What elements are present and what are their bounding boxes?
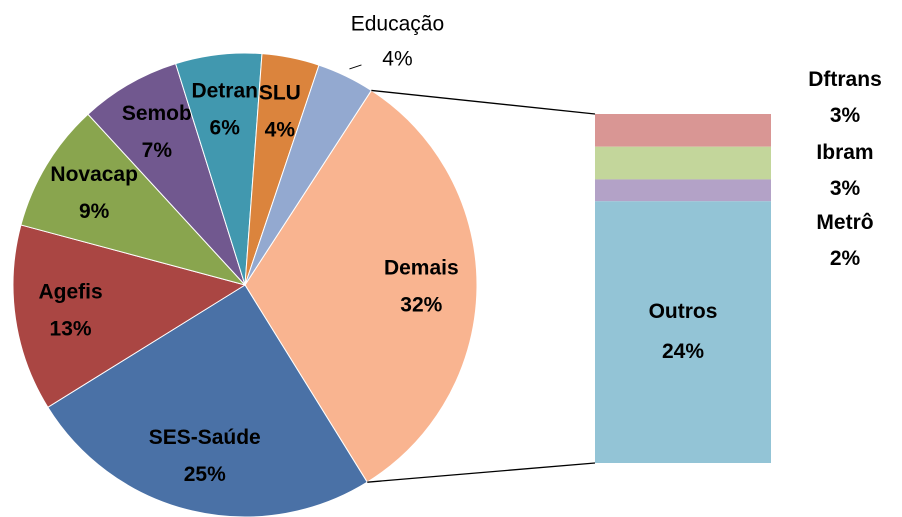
data-label: Educação 4%	[351, 12, 444, 70]
label-name: Metrô	[816, 211, 873, 234]
pie-slice	[244, 64, 373, 286]
leader-line	[349, 64, 362, 70]
data-label: Semob 7%	[122, 101, 192, 161]
pie-slice	[244, 89, 478, 483]
pie-slice	[12, 224, 247, 408]
label-name: Demais	[384, 256, 459, 279]
data-label: Agefis 13%	[38, 280, 102, 340]
label-value: 24%	[662, 340, 704, 363]
label-value: 2%	[830, 247, 861, 270]
data-label: SES-Saúde 25%	[149, 426, 261, 486]
connector-line	[371, 89, 596, 115]
label-value: 7%	[142, 138, 173, 161]
bar-segment	[595, 201, 771, 463]
pie-slice	[20, 113, 247, 286]
label-name: Dftrans	[808, 68, 882, 91]
label-value: 25%	[184, 463, 226, 486]
bar-segment	[595, 179, 771, 202]
data-label: Novacap 9%	[50, 163, 138, 223]
data-label: Demais 32%	[384, 256, 459, 316]
data-label: Ibram 3%	[816, 141, 873, 200]
label-name: SES-Saúde	[149, 426, 261, 449]
label-value: 3%	[830, 104, 861, 127]
label-name: Outros	[649, 300, 718, 323]
label-name: Ibram	[816, 141, 873, 164]
label-value: 4%	[265, 118, 296, 141]
data-label: SLU 4%	[259, 81, 301, 141]
label-name: Agefis	[38, 280, 102, 303]
data-label: Dftrans 3%	[808, 68, 882, 127]
data-label: Outros 24%	[649, 300, 718, 363]
bar-segment	[595, 146, 771, 180]
label-value: 4%	[382, 47, 412, 70]
connector-line	[367, 462, 596, 483]
data-label: Detran 6%	[191, 79, 258, 139]
label-value: 32%	[400, 293, 442, 316]
bar-segment	[595, 114, 771, 147]
label-name: SLU	[259, 81, 301, 104]
label-value: 6%	[210, 116, 241, 139]
label-value: 9%	[79, 200, 110, 223]
label-name: Semob	[122, 101, 192, 124]
pie-slice	[87, 62, 246, 286]
label-name: Detran	[191, 79, 258, 102]
label-name: Novacap	[50, 163, 138, 186]
pie-slice	[47, 284, 368, 517]
label-name: Educação	[351, 12, 444, 35]
label-value: 3%	[830, 177, 861, 200]
label-value: 13%	[50, 317, 92, 340]
data-label: Metrô 2%	[816, 211, 873, 270]
